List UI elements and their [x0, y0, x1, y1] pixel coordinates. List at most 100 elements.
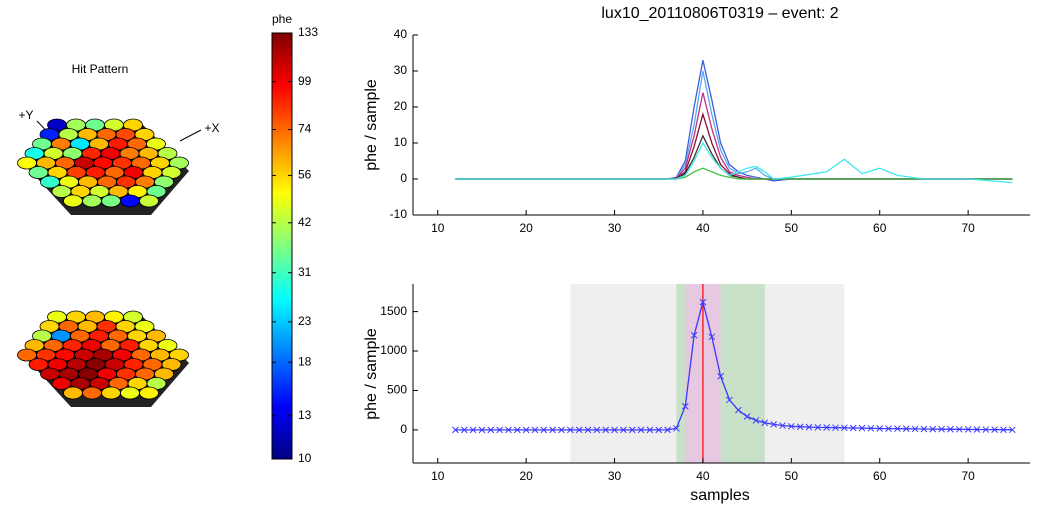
plot-area	[455, 60, 1013, 184]
marker	[540, 426, 548, 434]
marker	[496, 426, 503, 434]
marker	[841, 424, 848, 432]
y-tick-label: 10	[394, 135, 408, 149]
series-line	[455, 111, 1013, 180]
x-axis-label: samples	[690, 487, 750, 504]
marker	[549, 426, 557, 434]
y-axis-label: phe / sample	[363, 79, 380, 171]
marker	[505, 426, 512, 434]
series-line	[455, 60, 1013, 182]
marker	[805, 423, 813, 431]
marker	[487, 426, 495, 434]
marker	[814, 424, 822, 431]
axis-label: +Y	[18, 108, 33, 122]
marker	[673, 424, 680, 432]
marker	[787, 422, 795, 430]
marker	[558, 426, 565, 434]
y-axis-label: phe / sample	[363, 328, 380, 420]
marker	[964, 426, 972, 433]
marker	[752, 417, 760, 424]
x-tick-label: 70	[961, 221, 975, 235]
marker	[460, 426, 468, 434]
marker	[982, 426, 990, 433]
series-line	[455, 141, 1013, 184]
marker	[867, 424, 875, 432]
marker	[655, 426, 663, 434]
series-line	[455, 92, 1013, 180]
marker	[717, 372, 724, 380]
pmt-cell	[139, 194, 159, 208]
colorbar-tick-label: 10	[298, 451, 312, 465]
marker	[664, 426, 671, 434]
y-tick-label: 1000	[380, 343, 407, 357]
marker	[452, 426, 459, 434]
pmt-cell	[101, 194, 121, 208]
marker	[832, 424, 839, 432]
hit-pattern-title: Hit Pattern	[72, 62, 129, 76]
colorbar	[271, 32, 293, 460]
marker	[522, 426, 530, 434]
marker	[1000, 426, 1007, 434]
chart-title: lux10_20110806T0319 – event: 2	[601, 5, 838, 22]
marker	[478, 426, 486, 434]
marker	[611, 426, 618, 434]
colorbar-label: phe	[272, 12, 292, 26]
pmt-cell	[82, 386, 102, 400]
y-tick-label: 0	[400, 171, 407, 185]
colorbar-tick-label: 23	[298, 314, 312, 328]
series-line	[455, 70, 1013, 180]
colorbar-tick-label: 133	[298, 25, 318, 39]
marker	[770, 421, 778, 428]
x-tick-label: 60	[873, 469, 887, 483]
pmt-cell	[63, 386, 83, 400]
marker	[681, 402, 689, 410]
marker	[575, 426, 583, 434]
series-line	[455, 299, 1013, 431]
marker	[894, 425, 901, 433]
pmt-cell	[82, 194, 102, 208]
marker	[637, 426, 645, 434]
marker	[955, 425, 963, 433]
colorbar-tick-label: 42	[298, 215, 312, 229]
y-tick-label: -10	[390, 207, 408, 221]
marker	[593, 426, 601, 434]
marker	[584, 426, 592, 434]
marker	[902, 425, 910, 433]
series-line	[455, 134, 1013, 180]
colorbar-tick-label: 31	[298, 265, 312, 279]
x-tick-label: 20	[519, 221, 533, 235]
marker	[823, 424, 831, 431]
marker	[646, 426, 654, 434]
pmt-cell	[120, 194, 140, 208]
colorbar-tick-label: 74	[298, 122, 312, 136]
pmt-cell	[120, 386, 140, 400]
marker	[699, 298, 707, 306]
x-tick-label: 60	[873, 221, 887, 235]
series-line	[455, 167, 1013, 180]
x-tick-label: 50	[785, 221, 799, 235]
marker	[602, 426, 610, 434]
axis-pointer	[179, 129, 202, 142]
x-tick-label: 30	[608, 221, 622, 235]
pmt-cell	[101, 386, 121, 400]
marker	[1008, 426, 1016, 434]
colorbar-tick-label: 18	[298, 354, 312, 368]
x-tick-label: 50	[785, 469, 799, 483]
marker	[743, 413, 751, 420]
marker	[885, 425, 892, 432]
plot-area	[452, 284, 1016, 463]
pmt-cell	[63, 194, 83, 208]
marker	[796, 423, 804, 431]
y-tick-label: 0	[400, 422, 407, 436]
colorbar-tick-label: 56	[298, 168, 312, 182]
marker	[911, 425, 919, 433]
marker	[628, 426, 636, 434]
y-tick-label: 1500	[380, 304, 407, 318]
marker	[566, 426, 574, 434]
marker	[876, 425, 884, 432]
pmt-cell	[139, 386, 159, 400]
marker	[469, 426, 477, 434]
marker	[849, 424, 857, 432]
marker	[938, 425, 945, 433]
